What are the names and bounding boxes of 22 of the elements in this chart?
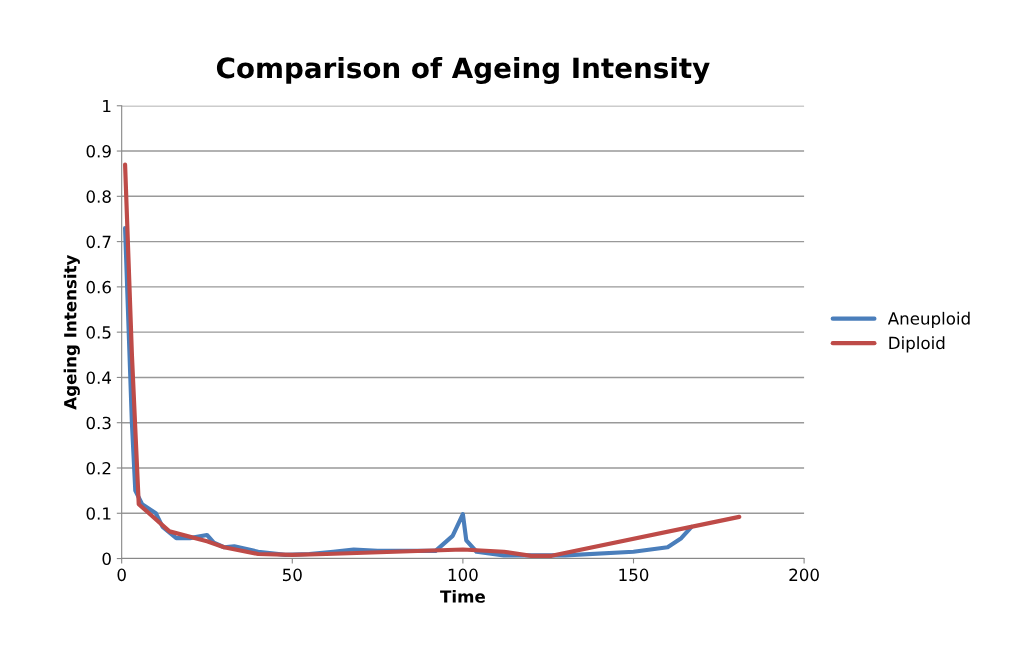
x-tick-label: 200 [789,568,819,582]
y-tick-label: 0.8 [86,190,111,203]
y-tick-label: 0.4 [86,371,112,384]
line-series [123,162,742,558]
y-tick-label: 0.7 [86,235,111,249]
x-tick-label: 50 [282,568,302,582]
y-tick-label: 0 [102,552,111,566]
y-axis-title: Ageing Intensity [63,254,80,410]
legend-label: Aneuploid [887,311,970,328]
x-tick-label: 100 [448,568,478,582]
legend-label: Diploid [889,336,945,353]
y-tick-label: 0.5 [86,326,111,339]
x-tick-label: 150 [619,568,649,582]
y-tick-label: 0.1 [86,507,111,520]
chart-title: Comparison of Ageing Intensity [216,56,710,84]
y-tick-label: 1 [103,99,111,113]
y-tick-label: 0.9 [86,145,111,158]
x-axis-title: Time [440,589,485,603]
x-tick-label: 0 [117,568,126,582]
y-tick-label: 0.6 [86,280,111,294]
y-tick-label: 0.3 [86,416,111,430]
y-tick-label: 0.2 [86,461,111,475]
